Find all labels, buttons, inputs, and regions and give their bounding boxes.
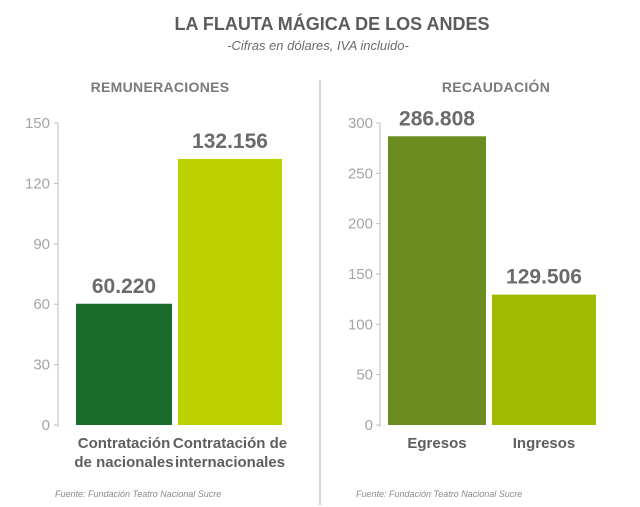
source-note-1: Fuente: Fundación Teatro Nacional Sucre	[55, 489, 221, 499]
panel-title-1: REMUNERACIONES	[91, 79, 230, 95]
data-label: 129.506	[506, 266, 582, 289]
x-category-label-line: Egresos	[407, 435, 466, 452]
y-tick-label: 0	[42, 417, 50, 434]
bar-2-1	[388, 136, 486, 425]
y-tick-label: 30	[33, 357, 50, 374]
x-category-label-line: Contratación de	[173, 435, 287, 452]
y-tick-label: 90	[33, 236, 50, 253]
x-category-label-line: de nacionales	[74, 454, 173, 471]
x-category-label: Contratación de internacionales	[173, 435, 287, 471]
x-category-label: Egresos	[407, 435, 466, 452]
data-label: 60.220	[92, 275, 156, 298]
x-category-label-line: Contratación	[78, 435, 171, 452]
y-tick-label: 0	[365, 417, 373, 434]
source-note-2: Fuente: Fundación Teatro Nacional Sucre	[356, 489, 522, 499]
y-tick-label: 60	[33, 296, 50, 313]
y-tick-label: 250	[348, 165, 373, 182]
data-label: 132.156	[192, 130, 268, 153]
y-tick-label: 300	[348, 115, 373, 132]
chart-subtitle: -Cifras en dólares, IVA incluido-	[227, 38, 409, 53]
y-tick-label: 200	[348, 216, 373, 233]
x-category-label-line: Ingresos	[513, 435, 576, 452]
bar-1-2	[178, 158, 282, 426]
data-label: 286.808	[399, 107, 475, 130]
bar-2-2	[492, 294, 596, 425]
bar-1-1	[76, 303, 172, 425]
x-category-label: Ingresos	[513, 435, 576, 452]
y-tick-label: 50	[356, 367, 373, 384]
y-tick-label: 100	[348, 316, 373, 333]
y-tick-label: 150	[348, 266, 373, 283]
y-tick-label: 150	[25, 115, 50, 132]
y-tick-label: 120	[25, 175, 50, 192]
chart-title: LA FLAUTA MÁGICA DE LOS ANDES	[175, 13, 490, 34]
x-category-label-line: internacionales	[175, 454, 285, 471]
panel-title-2: RECAUDACIÓN	[442, 78, 550, 95]
x-category-label: Contratación de nacionales	[74, 435, 173, 471]
